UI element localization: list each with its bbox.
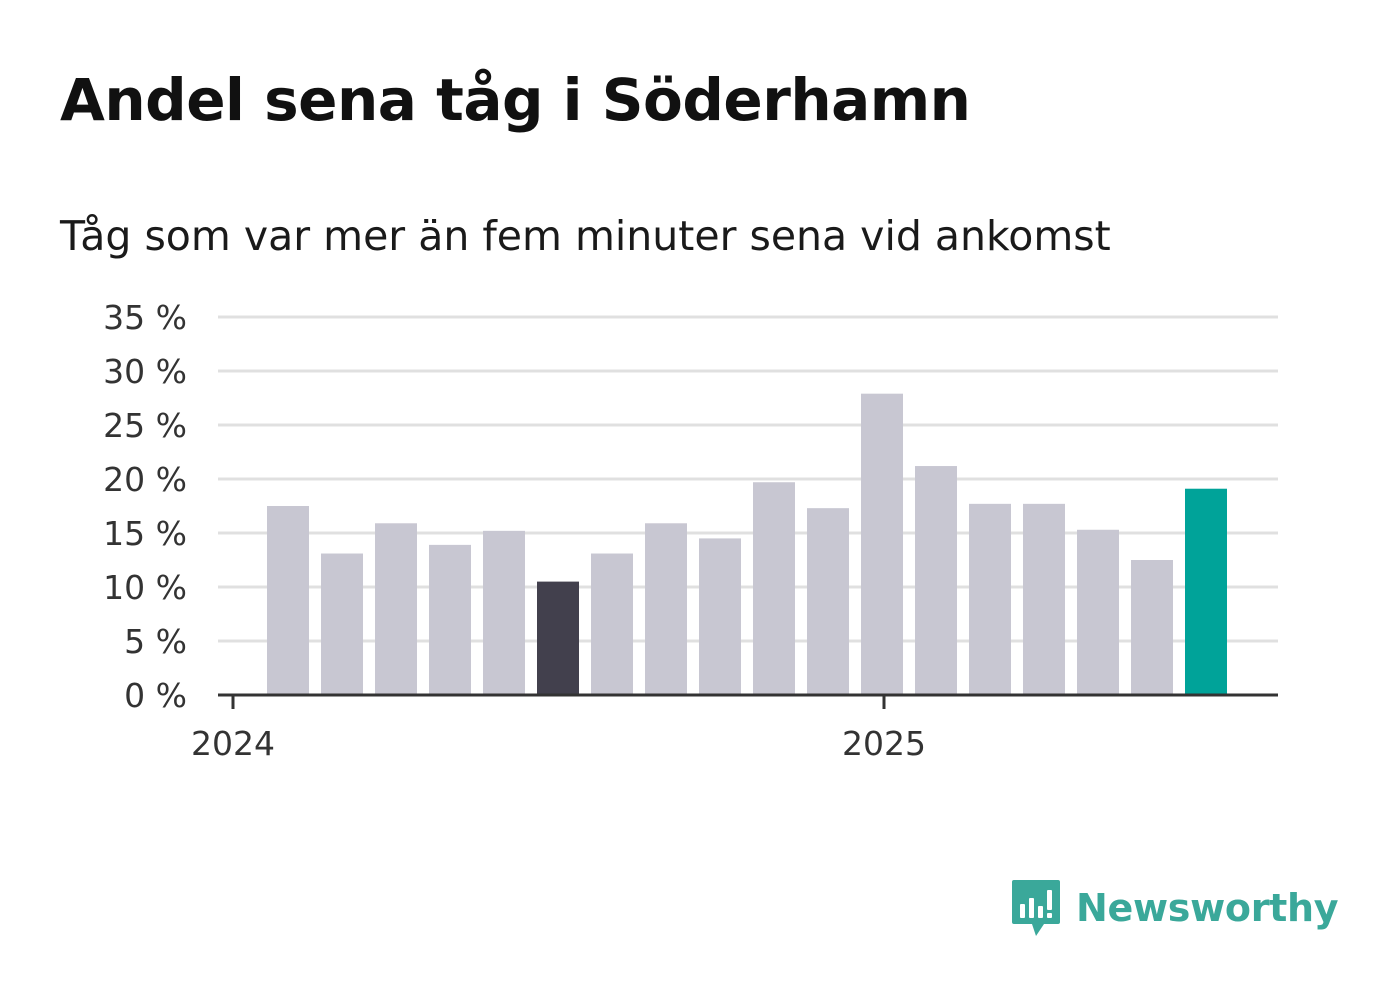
- newsworthy-logo-icon: [1012, 880, 1060, 936]
- bar: [591, 553, 633, 695]
- bar: [537, 581, 579, 695]
- bar: [807, 508, 849, 695]
- y-tick-label: 5 %: [124, 622, 187, 661]
- bar: [483, 530, 525, 695]
- y-tick-label: 30 %: [103, 352, 187, 391]
- chart-subtitle: Tåg som var mer än fem minuter sena vid …: [60, 212, 1111, 260]
- bar: [699, 538, 741, 695]
- bar: [861, 393, 903, 695]
- y-tick-label: 10 %: [103, 568, 187, 607]
- brand-name: Newsworthy: [1076, 886, 1339, 930]
- bar-chart: 0 % 5 % 10 % 15 % 20 % 25 % 30 % 35 % 2024 2025: [103, 298, 1278, 763]
- y-tick-label: 35 %: [103, 298, 187, 337]
- y-tick-label: 20 %: [103, 460, 187, 499]
- x-tick-label: 2025: [842, 724, 926, 763]
- bar: [375, 523, 417, 695]
- bar: [969, 503, 1011, 695]
- bar: [267, 506, 309, 695]
- bar: [1077, 529, 1119, 695]
- bar: [1185, 488, 1227, 695]
- x-axis: 2024 2025: [191, 693, 1278, 763]
- bar: [915, 466, 957, 695]
- bar: [429, 544, 471, 695]
- y-tick-label: 15 %: [103, 514, 187, 553]
- bars: [267, 393, 1227, 695]
- y-axis-labels: 0 % 5 % 10 % 15 % 20 % 25 % 30 % 35 %: [103, 298, 187, 715]
- y-tick-label: 25 %: [103, 406, 187, 445]
- bar: [1023, 503, 1065, 695]
- bar: [321, 553, 363, 695]
- bar: [1131, 560, 1173, 695]
- newsworthy-logo: Newsworthy: [1010, 878, 1339, 938]
- bar: [645, 523, 687, 695]
- y-tick-label: 0 %: [124, 676, 187, 715]
- bar: [753, 482, 795, 695]
- chart-title: Andel sena tåg i Söderhamn: [60, 66, 971, 134]
- x-tick-label: 2024: [191, 724, 275, 763]
